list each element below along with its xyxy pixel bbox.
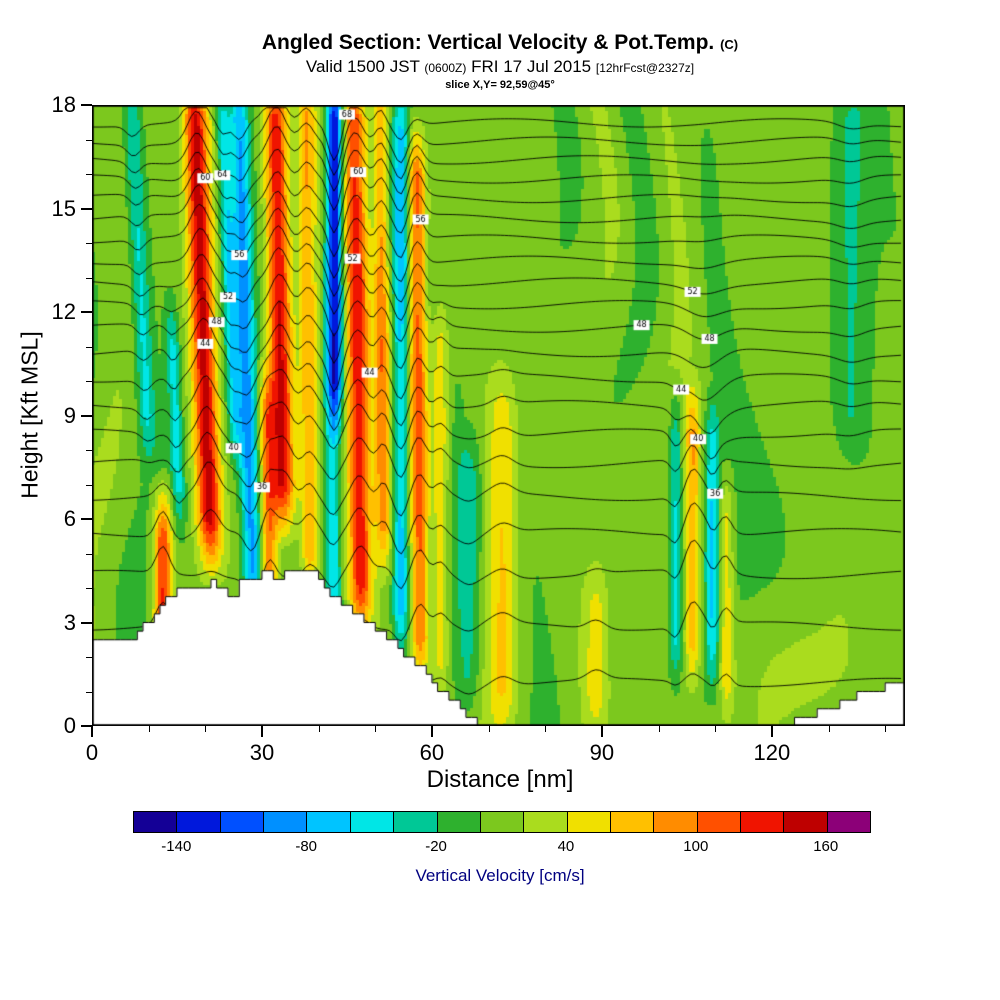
y-axis-tick-label: 6	[63, 506, 76, 531]
y-axis-tick-label: 12	[51, 299, 76, 324]
x-axis-tick-label: 60	[419, 740, 445, 765]
x-axis-title: Distance [nm]	[426, 766, 574, 793]
y-axis-major-tick	[81, 311, 92, 313]
colorbar-segment	[479, 812, 524, 832]
slice-info: slice X,Y= 92,59@45°	[445, 78, 555, 91]
x-axis-minor-tick	[375, 726, 377, 732]
x-axis-minor-tick	[715, 726, 717, 732]
y-axis-minor-tick	[86, 657, 92, 658]
y-axis-major-tick	[81, 725, 92, 727]
y-axis-tick-label: 18	[51, 92, 76, 117]
y-axis-minor-tick	[86, 277, 92, 279]
chart-title: Angled Section: Vertical Velocity & Pot.…	[0, 30, 1000, 56]
valid-date: FRI 17 Jul 2015	[471, 57, 592, 77]
forecast-tag: [12hrFcst@2327z]	[595, 61, 695, 76]
colorbar-segment	[740, 812, 784, 832]
colorbar-segment	[306, 812, 350, 832]
x-axis-minor-tick	[318, 726, 320, 732]
y-axis-tick-label: 0	[63, 713, 76, 738]
y-axis-tick-label: 15	[51, 195, 76, 221]
colorbar-segment	[436, 812, 480, 832]
x-axis-tick-label: 120	[753, 740, 791, 765]
x-axis-minor-tick	[488, 726, 490, 732]
x-axis-minor-tick	[545, 726, 547, 732]
x-axis-minor-tick	[658, 726, 660, 732]
colorbar-segment	[134, 812, 177, 832]
y-axis-major-tick	[81, 414, 92, 417]
y-axis-minor-tick	[86, 381, 92, 382]
chart-title-text: Angled Section: Vertical Velocity & Pot.…	[261, 31, 715, 54]
colorbar-tick-label: 100	[683, 838, 709, 855]
y-axis-minor-tick	[86, 691, 92, 693]
y-axis-minor-tick	[86, 450, 92, 451]
colorbar-segment	[566, 812, 610, 832]
colorbar-segment	[219, 812, 264, 832]
colorbar-segment	[609, 812, 654, 832]
chart-subtitle: Valid 1500 JST (0600Z) FRI 17 Jul 2015 […	[0, 56, 1000, 77]
x-axis-minor-tick	[885, 726, 887, 732]
y-axis-tick-label: 3	[63, 609, 76, 635]
y-axis-tick-label: 9	[63, 402, 76, 428]
y-axis-minor-tick	[86, 139, 92, 141]
y-axis-minor-tick	[86, 588, 92, 589]
colorbar-segment	[349, 812, 394, 832]
x-axis-tick-label: 0	[85, 740, 99, 765]
y-axis-minor-tick	[86, 243, 92, 244]
x-axis-major-tick	[770, 726, 773, 737]
valid-zulu: (0600Z)	[424, 61, 467, 76]
chart-title-unit: (C)	[720, 37, 739, 52]
valid-time: Valid 1500 JST	[305, 57, 420, 77]
colorbar-segment	[176, 812, 220, 832]
y-axis-title: Height [Kft MSL]	[16, 331, 43, 499]
colorbar-tick-label: -80	[295, 838, 318, 855]
colorbar-title: Vertical Velocity [cm/s]	[415, 866, 585, 885]
x-axis-major-tick	[260, 726, 263, 737]
colorbar-tick-label: 160	[813, 838, 839, 855]
colorbar	[133, 811, 871, 833]
figure-header: Angled Section: Vertical Velocity & Pot.…	[0, 30, 1000, 92]
x-axis-major-tick	[91, 726, 93, 737]
colorbar-tick-labels: -140 -80 -20 40 100 160	[133, 838, 869, 856]
velocity-field-canvas	[92, 105, 905, 726]
colorbar-segment	[523, 812, 567, 832]
colorbar-segment	[696, 812, 741, 832]
colorbar-segment	[783, 812, 827, 832]
y-axis-major-tick	[81, 207, 92, 210]
x-axis-major-tick	[430, 726, 433, 737]
y-axis-minor-tick	[86, 174, 92, 175]
colorbar-tick-label: -20	[425, 838, 447, 855]
colorbar-segment	[826, 812, 871, 832]
y-axis-major-tick	[81, 104, 92, 106]
y-axis-minor-tick	[86, 346, 92, 348]
cross-section-plot: 0 30 60 90 120 0 3 6 9 12 15 18	[52, 92, 905, 765]
y-axis-minor-tick	[86, 484, 92, 486]
colorbar-tick-label: 40	[557, 838, 575, 855]
x-axis-tick-label: 90	[589, 740, 615, 765]
colorbar-tick-label: -140	[161, 838, 192, 855]
colorbar-segment	[263, 812, 307, 832]
x-axis-major-tick	[600, 726, 603, 737]
x-axis-tick-label: 30	[249, 740, 275, 765]
y-axis-major-tick	[81, 518, 92, 520]
x-axis-minor-tick	[148, 726, 150, 732]
y-axis-minor-tick	[86, 553, 92, 555]
x-axis-minor-tick	[205, 726, 207, 732]
colorbar-segment	[653, 812, 697, 832]
x-axis-minor-tick	[828, 726, 830, 732]
y-axis-major-tick	[81, 621, 92, 624]
colorbar-segment	[393, 812, 437, 832]
